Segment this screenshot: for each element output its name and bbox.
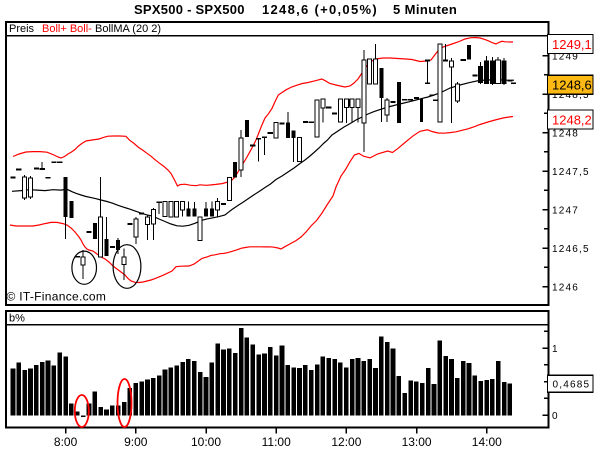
svg-text:SPX500 - SPX500: SPX500 - SPX500 (134, 2, 245, 17)
svg-text:1248,6: 1248,6 (552, 78, 592, 93)
svg-text:8:00: 8:00 (54, 435, 78, 449)
svg-text:1247: 1247 (552, 205, 579, 216)
svg-text:1246: 1246 (552, 282, 579, 293)
svg-text:1248,2: 1248,2 (552, 112, 592, 127)
svg-text:BollMA (20 2): BollMA (20 2) (95, 23, 161, 35)
svg-text:Boll+ Boll-: Boll+ Boll- (42, 23, 92, 35)
svg-text:13:00: 13:00 (402, 435, 432, 449)
svg-text:1246,5: 1246,5 (552, 244, 590, 255)
svg-text:0,4685: 0,4685 (553, 380, 591, 391)
svg-text:9:00: 9:00 (124, 435, 148, 449)
svg-text:1: 1 (552, 344, 559, 355)
svg-text:1249,1: 1249,1 (552, 37, 592, 52)
svg-text:1247,5: 1247,5 (552, 167, 590, 178)
svg-text:1249: 1249 (552, 51, 579, 62)
svg-text:0: 0 (552, 411, 559, 422)
svg-text:5 Minuten: 5 Minuten (393, 2, 457, 17)
svg-text:12:00: 12:00 (331, 435, 361, 449)
svg-text:1248: 1248 (552, 128, 579, 139)
svg-text:11:00: 11:00 (262, 435, 291, 449)
svg-text:14:00: 14:00 (472, 435, 502, 449)
svg-text:1248,6 (+0,05%): 1248,6 (+0,05%) (262, 2, 378, 17)
svg-text:10:00: 10:00 (191, 435, 221, 449)
svg-text:1248,5: 1248,5 (552, 90, 590, 101)
svg-text:Preis: Preis (9, 23, 35, 35)
svg-text:b%: b% (9, 313, 25, 325)
svg-text:© IT-Finance.com: © IT-Finance.com (7, 290, 107, 304)
